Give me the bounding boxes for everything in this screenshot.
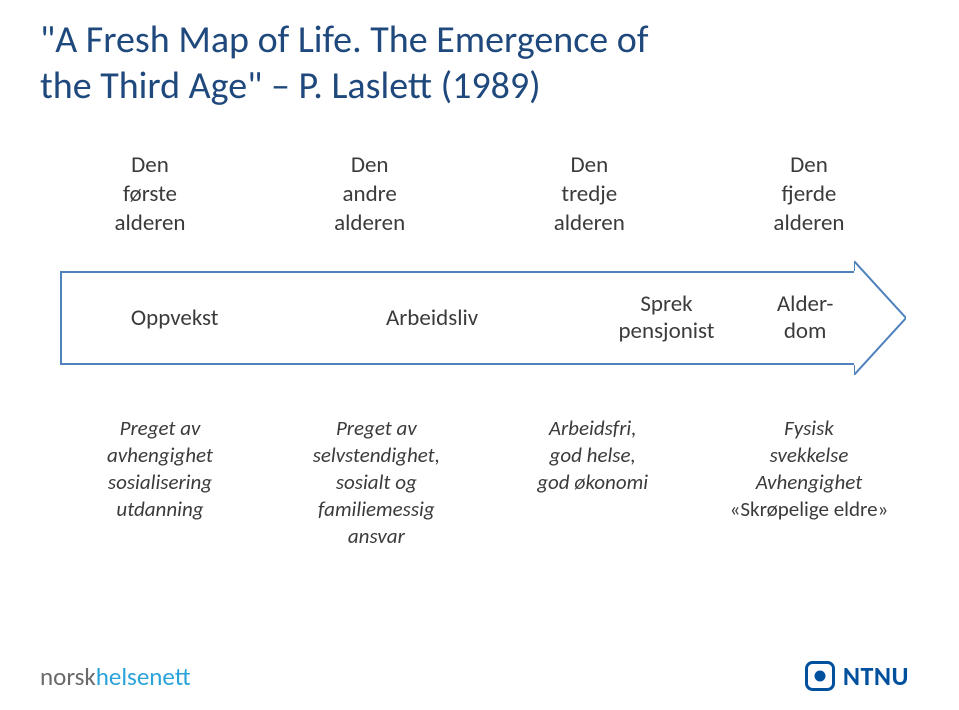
d4-extra: «Skrøpelige eldre» (730, 496, 889, 522)
description-2: Preget av selvstendighet, sosialt og fam… (276, 415, 476, 549)
col1-l1: Den (131, 151, 169, 179)
col4-l3: alderen (773, 209, 844, 237)
col3-l3: alderen (554, 209, 625, 237)
page-title: "A Fresh Map of Life. The Emergence of t… (0, 0, 959, 109)
ntnu-logo-icon (805, 661, 835, 691)
ntnu-logo: NTNU (805, 660, 909, 692)
footer-part2: helsenett (96, 661, 191, 692)
descriptions-row: Preget av avhengighet sosialisering utda… (0, 365, 959, 549)
footer-part1: norsk (40, 661, 96, 692)
col2-l2: andre (342, 180, 396, 208)
column-header-4: Den fjerde alderen (719, 151, 899, 237)
stage-alderdom: Alder- dom (756, 273, 854, 363)
d2-l2: selvstendighet, (313, 442, 440, 468)
column-header-1: Den første alderen (60, 151, 240, 237)
col2-l1: Den (351, 151, 389, 179)
column-header-2: Den andre alderen (280, 151, 460, 237)
col4-l1: Den (790, 151, 828, 179)
description-3: Arbeidsfri, god helse, god økonomi (493, 415, 693, 549)
d3-l1: Arbeidsfri, (549, 415, 637, 441)
description-1: Preget av avhengighet sosialisering utda… (60, 415, 260, 549)
d3-l3: god økonomi (537, 469, 648, 495)
stage0-l1: Oppvekst (62, 305, 287, 333)
d1-l1: Preget av (120, 415, 201, 441)
d3-l2: god helse, (550, 442, 636, 468)
description-4: Fysisk svekkelse Avhengighet «Skrøpelige… (709, 415, 909, 549)
d4-l3: Avhengighet (756, 469, 863, 495)
col1-l2: første (123, 180, 177, 208)
process-arrow: Oppvekst Arbeidsliv Sprek pensjonist Ald… (60, 271, 919, 365)
d1-l4: utdanning (116, 496, 203, 522)
stage1-l1: Arbeidsliv (287, 305, 576, 333)
footer-brand: norskhelsenett (40, 661, 191, 692)
stage2-l2: pensjonist (577, 318, 757, 346)
stage3-l2: dom (756, 318, 854, 346)
col2-l3: alderen (334, 209, 405, 237)
d1-l2: avhengighet (107, 442, 213, 468)
column-headers-row: Den første alderen Den andre alderen Den… (0, 109, 959, 237)
stage-oppvekst: Oppvekst (62, 273, 287, 363)
col3-l2: tredje (561, 180, 617, 208)
stage-sprek-pensjonist: Sprek pensjonist (577, 273, 757, 363)
d2-l4: familiemessig (318, 496, 435, 522)
stage-arbeidsliv: Arbeidsliv (287, 273, 576, 363)
stage2-l1: Sprek (577, 291, 757, 319)
d2-l3: sosialt og (336, 469, 417, 495)
stage3-l1: Alder- (756, 291, 854, 319)
col1-l3: alderen (114, 209, 185, 237)
column-header-3: Den tredje alderen (499, 151, 679, 237)
col4-l2: fjerde (782, 180, 837, 208)
arrow-head-icon (854, 261, 906, 375)
title-line-1: "A Fresh Map of Life. The Emergence of (40, 17, 648, 63)
d2-l5: ansvar (348, 523, 405, 549)
title-line-2: the Third Age" – P. Laslett (1989) (40, 63, 541, 109)
ntnu-text: NTNU (843, 660, 909, 692)
d4-l2: svekkelse (770, 442, 849, 468)
col3-l1: Den (570, 151, 608, 179)
arrow-body: Oppvekst Arbeidsliv Sprek pensjonist Ald… (60, 271, 854, 365)
d4-l1: Fysisk (784, 415, 834, 441)
d1-l3: sosialisering (108, 469, 212, 495)
d2-l1: Preget av (336, 415, 417, 441)
